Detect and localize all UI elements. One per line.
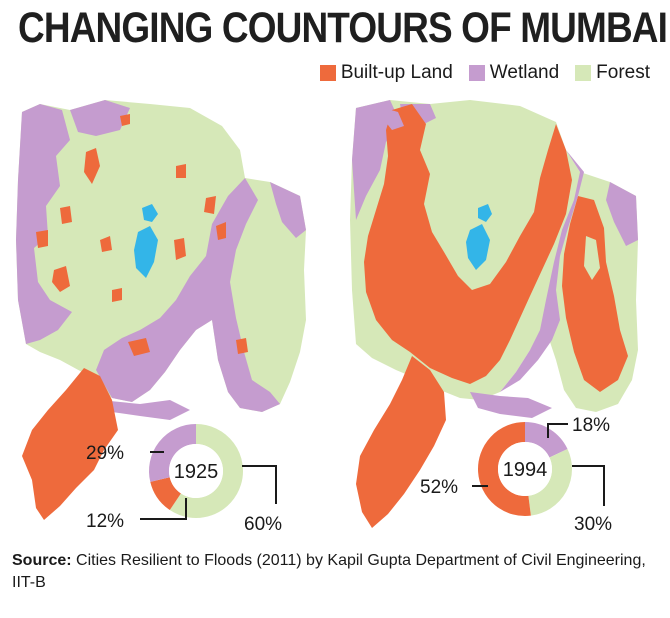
map-1994-wetland-inlet (384, 108, 404, 130)
map-1925-wetland-northwest (70, 100, 130, 136)
built-up-patch (204, 196, 216, 214)
donut-1994-center (498, 442, 552, 496)
built-up-patch (36, 230, 48, 248)
map-1925-south-built-up (22, 368, 118, 520)
donut-segment-forest (527, 448, 572, 516)
legend-item-wetland: Wetland (468, 62, 560, 84)
source-note: Source: Cities Resilient to Floods (2011… (12, 550, 652, 594)
built-up-patch (112, 288, 122, 302)
callout-line-1925-built-up (140, 498, 187, 520)
source-label: Source: (12, 552, 72, 569)
donut-1925-built-up-label: 12% (86, 511, 124, 532)
map-1994-built-up-main (364, 104, 572, 384)
map-1994-south-built-up (356, 356, 446, 528)
callout-line-1994-wetland (547, 423, 568, 438)
map-1994-lake-1 (478, 204, 492, 222)
built-up-patch (176, 164, 186, 178)
built-up-patch (100, 236, 112, 252)
donut-segment-built-up (150, 476, 182, 511)
donut-1994-wetland-label: 18% (572, 415, 610, 436)
built-up-patch (174, 238, 186, 260)
built-up-patch (84, 148, 100, 184)
map-1925-wetland-south (100, 400, 190, 420)
built-up-patch (52, 266, 70, 292)
donut-segment-built-up (478, 422, 531, 516)
map-1994-lake-2 (466, 224, 490, 270)
map-legend: Built-up Land Wetland Forest (310, 62, 650, 84)
map-1925-built-up-patches (36, 114, 248, 356)
callout-line-1994-forest (572, 465, 605, 506)
source-text: Cities Resilient to Floods (2011) by Kap… (12, 552, 646, 591)
page-title: CHANGING COUNTOURS OF MUMBAI (18, 4, 668, 52)
map-1925-lake-1 (142, 204, 158, 222)
legend-item-built-up: Built-up Land (319, 62, 453, 84)
donut-1925-center (169, 444, 223, 498)
map-1994-forest-patch-2 (584, 236, 600, 280)
donut-1925-year: 1925 (174, 461, 219, 483)
legend-swatch-forest (575, 65, 592, 81)
map-1994-wetland-south (470, 392, 552, 418)
legend-swatch-wetland (468, 65, 485, 81)
donut-1925-forest-label: 60% (244, 514, 282, 535)
map-1994-wetland-creek (500, 150, 584, 392)
map-1994: 1994 18% 52% 30% (350, 100, 638, 535)
map-1925-wetland-east (270, 182, 306, 238)
map-1994-built-up-east (562, 196, 628, 392)
donut-1925: 1925 29% 12% 60% (86, 424, 282, 535)
map-1925: 1925 29% 12% 60% (16, 100, 306, 535)
map-1994-forest-patch (440, 170, 510, 262)
legend-label-wetland: Wetland (489, 62, 560, 83)
legend-label-forest: Forest (596, 62, 650, 83)
built-up-patch (120, 114, 130, 126)
map-1994-wetland-east-coast (606, 182, 638, 246)
built-up-patch (60, 206, 72, 224)
callout-line-1925-forest (242, 465, 277, 504)
donut-segment-wetland (149, 424, 197, 482)
legend-item-forest: Forest (575, 62, 650, 84)
donut-1994-year: 1994 (503, 459, 548, 481)
donut-1994-forest-label: 30% (574, 514, 612, 535)
built-up-patch (128, 338, 150, 356)
donut-segment-forest (169, 424, 243, 518)
map-1925-wetland-west (16, 104, 72, 344)
donut-1925-wetland-label: 29% (86, 443, 124, 464)
built-up-patch (236, 338, 248, 354)
legend-label-built-up: Built-up Land (340, 62, 453, 83)
maps-figure: 1925 29% 12% 60% (16, 100, 638, 535)
built-up-patch (216, 222, 226, 240)
donut-1994: 1994 18% 52% 30% (420, 415, 612, 535)
legend-swatch-built-up (319, 65, 336, 81)
donut-1994-built-up-label: 52% (420, 477, 458, 498)
map-1925-lake-2 (134, 226, 158, 278)
donut-segment-wetland (524, 422, 568, 459)
